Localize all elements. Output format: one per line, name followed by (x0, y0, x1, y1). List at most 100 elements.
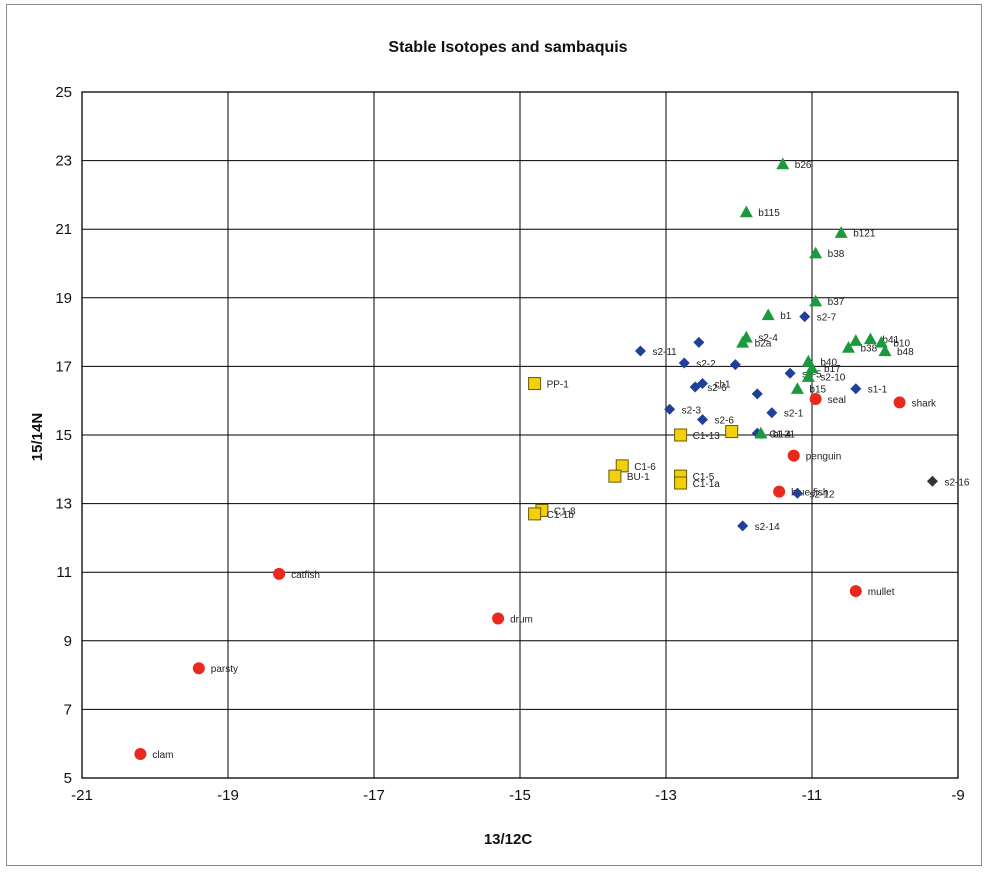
point-label: s1-1 (868, 385, 888, 396)
y-tick-label: 9 (64, 633, 72, 650)
triangle-point (842, 341, 855, 353)
chart-title: Stable Isotopes and sambaquis (388, 39, 627, 56)
point-label: s2-16 (944, 477, 969, 488)
point-label: b17 (824, 364, 841, 375)
circle-point (134, 747, 147, 760)
point-label: b15 (809, 385, 826, 396)
square-point (725, 425, 739, 439)
point-label: catfish (291, 570, 320, 581)
diamond-point (697, 414, 708, 426)
triangle-point (863, 332, 877, 345)
triangle-point (834, 226, 848, 238)
diamond-point (737, 520, 749, 532)
diamond-point (926, 475, 938, 487)
diamond-point (751, 388, 763, 400)
square-point (608, 469, 622, 483)
triangle-point (739, 205, 753, 218)
diamond-point (766, 407, 778, 419)
y-tick-label: 7 (64, 701, 72, 718)
point-label: b121 (853, 229, 876, 240)
point-label: s2-6 (715, 416, 735, 427)
triangle-point (790, 382, 804, 394)
x-tick-label: -9 (951, 787, 964, 804)
point-label: b40 (820, 357, 837, 368)
diamond-point (791, 487, 803, 499)
point-label: s2-7 (817, 313, 837, 324)
y-tick-label: 15 (55, 427, 72, 444)
x-tick-labels: -21 -19 -17 -15 -13 -11 -9 (71, 787, 965, 804)
point-label: s2-12 (809, 489, 834, 500)
diamond-point (664, 403, 676, 415)
point-label: b41 (882, 335, 899, 346)
x-tick-label: -19 (217, 787, 239, 804)
diamond-point (693, 336, 705, 348)
x-tick-label: -21 (71, 787, 93, 804)
point-label: s2-14 (755, 522, 780, 533)
diamond-point (697, 378, 708, 390)
point-label: b38 (861, 344, 878, 355)
y-tick-label: 19 (55, 290, 72, 307)
square-point (528, 377, 542, 391)
square-point (615, 459, 629, 473)
point-label: s2-3 (682, 405, 702, 416)
point-label: ch1 (715, 380, 732, 391)
x-tick-label: -17 (363, 787, 385, 804)
diamond-point (850, 383, 862, 395)
point-label: penguin (806, 452, 842, 463)
square-point (674, 476, 688, 490)
point-label: s2-5 (802, 369, 822, 380)
point-label: b37 (828, 297, 845, 308)
point-label: PP-1 (547, 380, 570, 391)
y-tick-label: 5 (64, 770, 72, 787)
y-tick-label: 21 (55, 221, 72, 238)
diamond-point (799, 311, 811, 323)
point-label: b48 (897, 347, 914, 358)
triangle-point (809, 294, 823, 307)
point-label: C1-5 (693, 472, 715, 483)
triangle-point (809, 246, 823, 259)
point-label: s2-11 (652, 347, 677, 358)
point-label: b115 (758, 208, 780, 219)
point-label: C1-13 (693, 431, 721, 442)
point-label: b121 (773, 429, 796, 440)
y-tick-labels: 5 7 9 11 13 15 17 19 21 23 25 (55, 84, 72, 787)
point-label: b1 (780, 311, 792, 322)
y-tick-label: 25 (55, 84, 72, 101)
circle-point (492, 612, 505, 625)
diamond-point (729, 359, 741, 371)
y-tick-label: 17 (55, 358, 72, 375)
point-label: drum (510, 615, 533, 626)
point-label: seal (828, 395, 846, 406)
point-label: shark (912, 398, 937, 409)
plot-area (81, 91, 959, 779)
circle-point (773, 485, 786, 498)
point-label: BU-1 (627, 472, 650, 483)
square-point (674, 428, 688, 442)
x-tick-label: -13 (655, 787, 677, 804)
point-label: C1-4 (769, 429, 791, 440)
point-label: C1-1a (693, 479, 721, 490)
triangle-point (849, 334, 863, 346)
point-label: b2a (755, 338, 772, 349)
point-label: mullet (868, 587, 895, 598)
point-label: blue fish (791, 488, 828, 499)
triangle-point (736, 335, 750, 348)
circle-point (192, 662, 205, 675)
point-label: b10 (893, 338, 910, 349)
point-label: s2-1 (784, 409, 804, 420)
y-tick-label: 23 (55, 153, 72, 170)
diamond-point (634, 345, 646, 357)
circle-point (787, 449, 800, 462)
point-label: parsty (211, 664, 238, 675)
triangle-point (776, 157, 790, 170)
point-label: s2-10 (820, 373, 845, 384)
y-tick-label: 11 (56, 564, 72, 581)
circle-point (809, 392, 822, 405)
triangle-point (754, 426, 768, 439)
diamond-point (678, 357, 690, 369)
point-label: C1-1b (547, 510, 575, 521)
data-points: clam parsty catfish drum penguin seal shark mul… (134, 157, 970, 761)
triangle-point (761, 308, 775, 321)
triangle-point (874, 335, 888, 348)
circle-point (849, 585, 862, 598)
